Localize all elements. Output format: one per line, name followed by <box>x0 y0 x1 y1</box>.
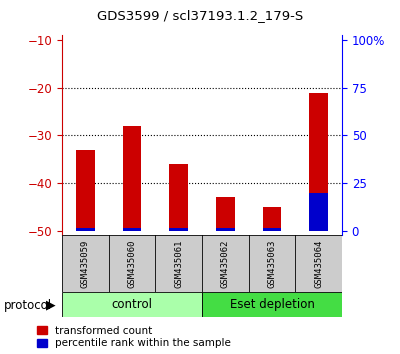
Text: GSM435060: GSM435060 <box>128 240 136 288</box>
Text: GSM435059: GSM435059 <box>81 240 90 288</box>
Text: control: control <box>112 298 152 311</box>
Bar <box>76 228 95 231</box>
Bar <box>169 228 188 231</box>
Bar <box>216 228 235 231</box>
Bar <box>169 164 188 231</box>
Bar <box>309 193 328 231</box>
Text: GSM435064: GSM435064 <box>314 240 323 288</box>
Bar <box>76 150 95 231</box>
Text: GSM435063: GSM435063 <box>268 240 276 288</box>
Text: GSM435062: GSM435062 <box>221 240 230 288</box>
Bar <box>123 126 141 231</box>
Text: GDS3599 / scl37193.1.2_179-S: GDS3599 / scl37193.1.2_179-S <box>97 9 303 22</box>
Bar <box>309 92 328 231</box>
Text: ▶: ▶ <box>46 299 56 312</box>
Legend: transformed count, percentile rank within the sample: transformed count, percentile rank withi… <box>37 326 231 348</box>
Bar <box>62 292 202 317</box>
Text: Eset depletion: Eset depletion <box>230 298 314 311</box>
Text: GSM435061: GSM435061 <box>174 240 183 288</box>
Bar <box>202 292 342 317</box>
Text: protocol: protocol <box>4 299 52 312</box>
Bar <box>263 228 281 231</box>
Bar <box>123 228 141 231</box>
Bar <box>216 197 235 231</box>
Bar <box>263 207 281 231</box>
